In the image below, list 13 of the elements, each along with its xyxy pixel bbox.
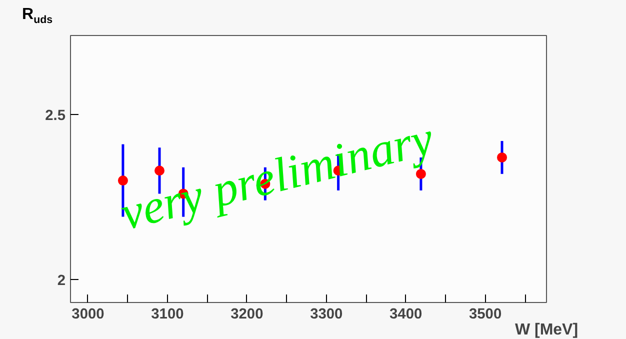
point	[497, 152, 507, 162]
x-tick-label: 3000	[72, 306, 104, 322]
point	[154, 166, 164, 176]
x-axis-title: W [MeV]	[514, 322, 578, 338]
x-tick-label: 3100	[151, 306, 184, 322]
x-tick-label: 3400	[390, 306, 422, 322]
y-tick-label: 2	[57, 272, 66, 289]
x-tick-label: 3200	[230, 306, 264, 322]
x-tick-label: 3500	[469, 306, 502, 322]
point	[118, 176, 128, 186]
y-axis-title: R$_{uds}$	[22, 5, 53, 28]
x-tick-label: 3300	[310, 306, 343, 322]
y-tick-label: 2.5	[45, 108, 66, 124]
